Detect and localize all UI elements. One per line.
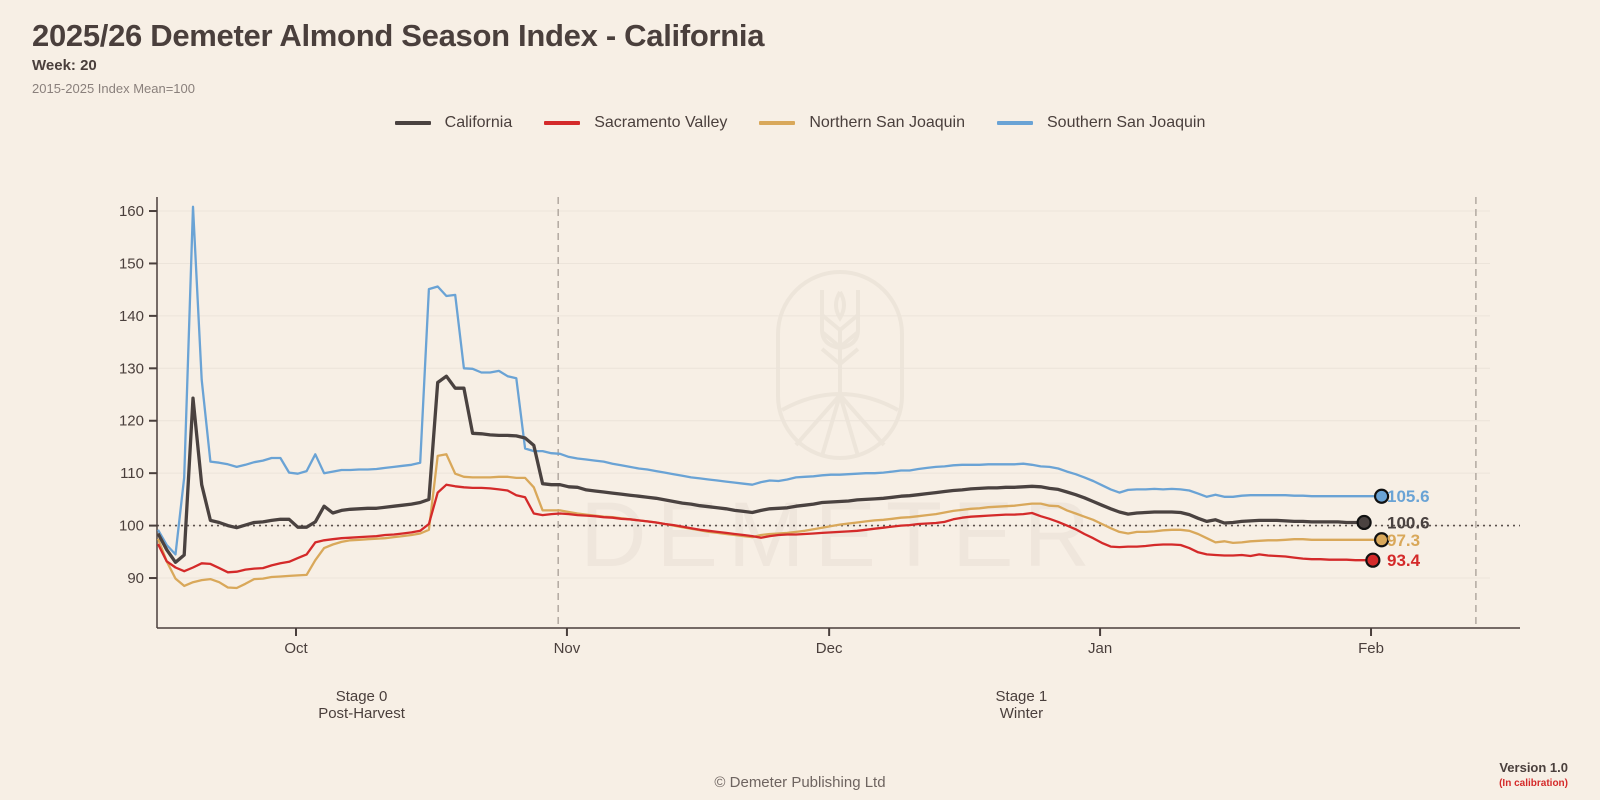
legend-item-california: California — [394, 114, 513, 132]
y-tick-label: 100 — [119, 518, 144, 535]
calibration-status: (In calibration) — [1499, 778, 1568, 789]
end-value-label: 93.4 — [1387, 551, 1421, 570]
end-value-label: 97.3 — [1387, 531, 1420, 550]
end-marker-california — [1356, 514, 1372, 531]
y-tick-label: 120 — [119, 413, 144, 430]
end-marker-sacramento-valley — [1365, 552, 1381, 568]
stage-label: Stage 0 — [336, 688, 388, 705]
stage-label: Stage 1 — [996, 688, 1048, 705]
y-tick-label: 150 — [119, 255, 144, 272]
end-value-label: 100.6 — [1387, 513, 1430, 532]
week-label: Week: 20 — [32, 57, 97, 74]
watermark-wheat-icon — [820, 290, 860, 395]
legend-swatch — [544, 121, 581, 125]
watermark-field-icon — [781, 392, 899, 457]
baseline-note: 2015-2025 Index Mean=100 — [32, 81, 195, 96]
legend-item-sacramento-valley: Sacramento Valley — [544, 114, 727, 132]
legend-swatch — [997, 121, 1033, 125]
stage-label: Winter — [1000, 705, 1043, 722]
legend-label: Southern San Joaquin — [1047, 114, 1206, 131]
x-tick-label: Oct — [284, 640, 308, 657]
watermark-logo-icon — [776, 270, 904, 460]
watermark-logo-frame — [776, 270, 904, 460]
legend-swatch — [759, 121, 796, 125]
y-tick-label: 90 — [127, 570, 144, 587]
legend-label: California — [444, 114, 513, 131]
x-tick-label: Jan — [1088, 640, 1112, 657]
series-line-california — [156, 374, 1365, 564]
stage-label: Post-Harvest — [318, 705, 406, 722]
y-tick-label: 140 — [119, 308, 144, 325]
copyright: © Demeter Publishing Ltd — [714, 774, 886, 791]
end-marker-northern-san-joaquin — [1373, 532, 1390, 548]
x-tick-label: Dec — [816, 640, 843, 657]
series-line-northern-san-joaquin — [156, 453, 1382, 590]
series-line-southern-san-joaquin — [157, 205, 1382, 556]
legend-label: Sacramento Valley — [594, 114, 728, 131]
end-value-label: 105.6 — [1387, 487, 1430, 506]
series-line-sacramento-valley — [156, 483, 1373, 574]
x-tick-label: Nov — [554, 640, 581, 657]
y-tick-label: 160 — [119, 203, 144, 220]
y-tick-label: 110 — [120, 465, 144, 482]
legend-label: Northern San Joaquin — [809, 114, 965, 131]
x-tick-label: Feb — [1358, 640, 1384, 657]
legend-item-southern-san-joaquin: Southern San Joaquin — [997, 114, 1205, 132]
y-tick-label: 130 — [119, 360, 144, 377]
legend-swatch — [394, 121, 431, 125]
chart-title: 2025/26 Demeter Almond Season Index - Ca… — [32, 18, 765, 53]
end-marker-southern-san-joaquin — [1373, 488, 1390, 504]
legend-item-northern-san-joaquin: Northern San Joaquin — [759, 114, 965, 132]
legend: California Sacramento Valley Northern San … — [0, 114, 1600, 132]
version-label: Version 1.0 — [1499, 760, 1568, 775]
